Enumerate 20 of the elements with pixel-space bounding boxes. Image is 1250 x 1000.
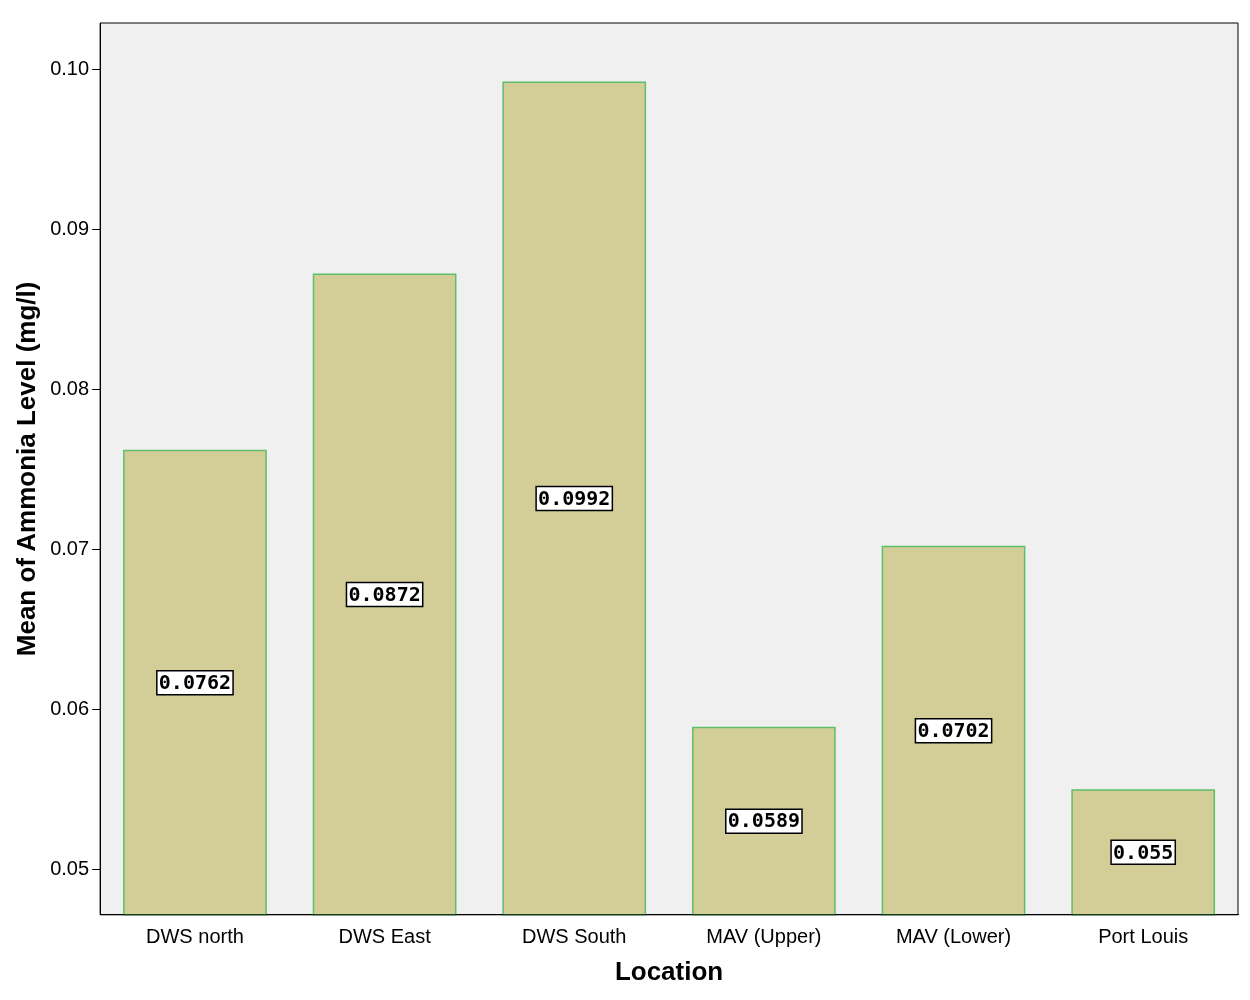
x-tick-label: MAV (Upper): [706, 925, 822, 948]
x-tick-label: MAV (Lower): [895, 925, 1012, 948]
data-label: 0.0992: [538, 485, 611, 510]
x-tick-label: Port Louis: [1098, 925, 1189, 948]
y-tick-label: 0.07: [50, 537, 90, 560]
data-label: 0.0589: [727, 808, 801, 833]
x-tick-label: DWS East: [338, 925, 432, 948]
x-tick-label: DWS north: [146, 925, 244, 948]
data-label: 0.055: [1113, 839, 1174, 864]
x-axis-title: Location: [614, 955, 724, 986]
y-tick-label: 0.05: [50, 857, 90, 880]
y-tick-label: 0.09: [50, 217, 90, 240]
data-label: 0.0702: [917, 717, 990, 742]
y-tick-label: 0.06: [50, 697, 90, 720]
data-label: 0.0872: [348, 581, 421, 606]
y-tick-label: 0.10: [50, 56, 90, 79]
data-label: 0.0762: [158, 669, 232, 694]
y-axis-title: Mean of Ammonia Level (mg/l): [10, 281, 41, 657]
y-tick-label: 0.08: [50, 377, 90, 400]
x-tick-label: DWS South: [522, 925, 627, 948]
